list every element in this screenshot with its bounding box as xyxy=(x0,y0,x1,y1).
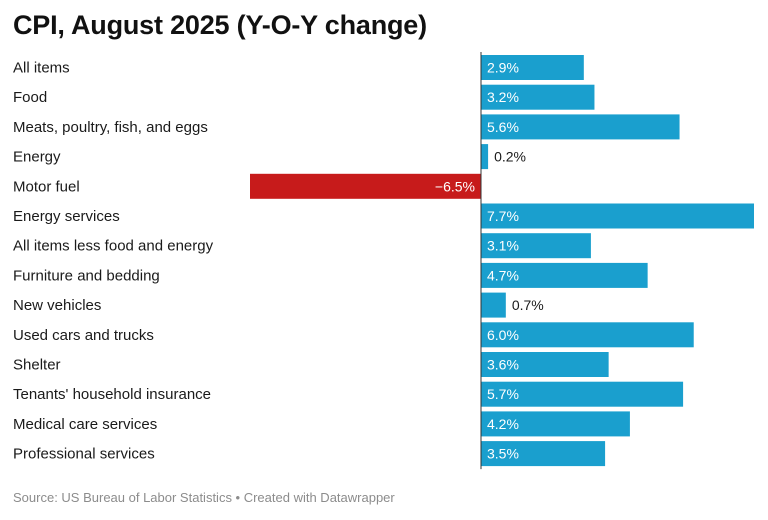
bar-chart: All items 2.9% Food 3.2% Meats, poultry, fis… xyxy=(13,52,754,470)
bar xyxy=(481,381,684,407)
value-label: 4.2% xyxy=(487,416,519,432)
source-note: Source: US Bureau of Labor Statistics • … xyxy=(13,490,395,505)
category-label: New vehicles xyxy=(13,297,101,314)
category-label: Professional services xyxy=(13,446,155,463)
category-label: Medical care services xyxy=(13,416,157,433)
value-label: −6.5% xyxy=(435,178,475,194)
value-label: 5.6% xyxy=(487,119,519,135)
bar xyxy=(481,322,694,348)
bar xyxy=(481,144,489,170)
bar xyxy=(481,233,591,259)
value-label: 0.2% xyxy=(494,149,526,165)
category-label: Used cars and trucks xyxy=(13,327,154,344)
value-label: 3.6% xyxy=(487,357,519,373)
bar xyxy=(481,292,506,318)
bar xyxy=(481,441,606,467)
bar xyxy=(250,173,481,199)
category-label: All items xyxy=(13,60,70,77)
bar xyxy=(481,411,630,437)
value-label: 4.7% xyxy=(487,267,519,283)
value-label: 5.7% xyxy=(487,386,519,402)
category-label: Tenants' household insurance xyxy=(13,386,211,403)
value-label: 2.9% xyxy=(487,60,519,76)
category-label: Meats, poultry, fish, and eggs xyxy=(13,119,208,136)
bar xyxy=(481,262,648,288)
category-label: Furniture and bedding xyxy=(13,267,160,284)
bar xyxy=(481,203,754,229)
value-label: 0.7% xyxy=(512,297,544,313)
category-label: Shelter xyxy=(13,357,61,374)
category-label: Energy xyxy=(13,149,61,166)
category-label: Energy services xyxy=(13,208,120,225)
category-label: All items less food and energy xyxy=(13,238,214,255)
category-label: Motor fuel xyxy=(13,178,80,195)
bar xyxy=(481,114,680,140)
bar xyxy=(481,84,595,110)
value-label: 3.1% xyxy=(487,238,519,254)
category-label: Food xyxy=(13,89,47,106)
chart-title: CPI, August 2025 (Y-O-Y change) xyxy=(13,10,427,40)
value-label: 6.0% xyxy=(487,327,519,343)
value-label: 3.2% xyxy=(487,89,519,105)
value-label: 3.5% xyxy=(487,446,519,462)
value-label: 7.7% xyxy=(487,208,519,224)
bar xyxy=(481,55,584,80)
bar xyxy=(481,352,609,377)
